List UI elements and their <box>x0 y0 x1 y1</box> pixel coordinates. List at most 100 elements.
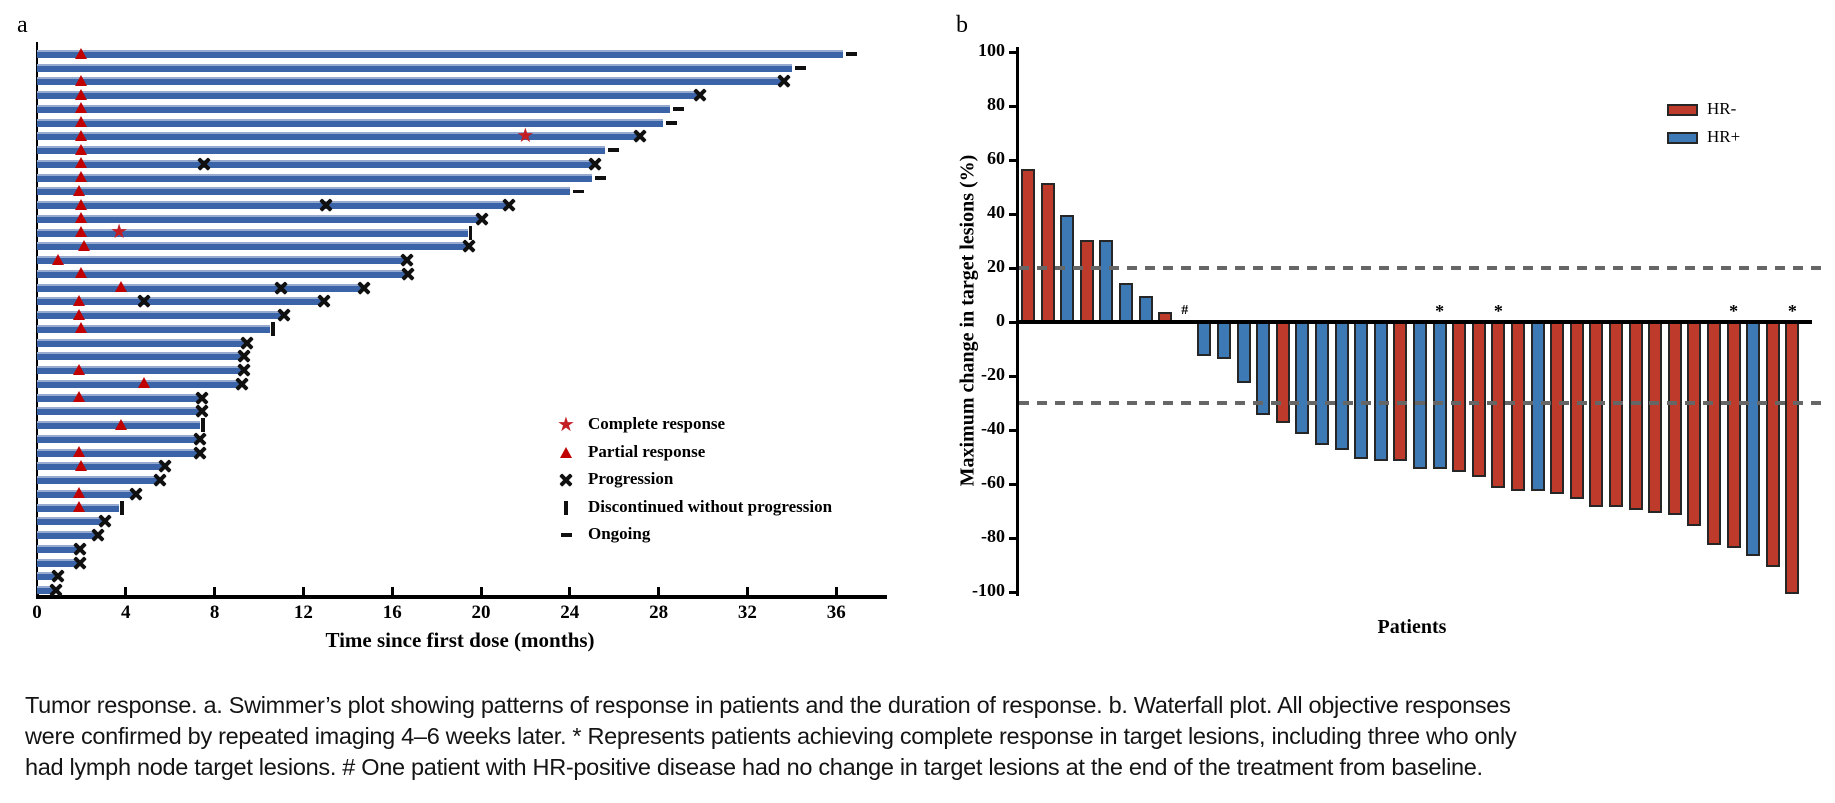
progression-x-icon <box>462 239 476 253</box>
waterfall-y-tick <box>1009 482 1017 486</box>
progression-x-icon <box>51 569 65 583</box>
progression-x-icon <box>277 308 291 322</box>
swimmer-x-tick <box>213 587 217 596</box>
waterfall-bar <box>1687 320 1702 526</box>
waterfall-reference-line <box>1019 401 1822 405</box>
progression-x-icon <box>197 157 211 171</box>
partial-response-triangle-icon <box>75 198 88 210</box>
partial-response-triangle-icon <box>75 226 88 238</box>
partial-response-triangle-icon <box>115 281 128 293</box>
waterfall-y-tick <box>1009 320 1017 324</box>
ongoing-dash-icon <box>561 533 572 537</box>
partial-response-triangle-icon <box>73 363 86 375</box>
waterfall-bar <box>1589 320 1604 508</box>
swimmer-bar <box>37 572 57 581</box>
waterfall-bar <box>1746 320 1761 556</box>
partial-response-triangle-icon <box>75 74 88 86</box>
waterfall-y-tick-label: -80 <box>981 526 1005 546</box>
swimmer-plot: Time since first dose (months) 0 4 8 12 16 20… <box>0 0 920 680</box>
swimmer-x-tick-label: 8 <box>209 602 220 623</box>
partial-response-triangle-icon <box>75 47 88 59</box>
ongoing-dash-icon <box>794 65 806 70</box>
swimmer-bar <box>37 118 664 127</box>
swimmer-bar <box>37 146 606 155</box>
waterfall-zero-line <box>1019 320 1812 324</box>
swimmer-bar <box>37 544 80 553</box>
waterfall-bar <box>1452 320 1467 472</box>
swimmer-bar <box>37 132 639 141</box>
progression-x-icon <box>400 253 414 267</box>
swimmer-bar <box>37 159 595 168</box>
waterfall-legend-swatch <box>1667 104 1698 116</box>
waterfall-bar <box>1236 320 1251 383</box>
partial-response-triangle-icon <box>73 446 86 458</box>
progression-x-icon <box>633 129 647 143</box>
swimmer-x-tick-label: 0 <box>32 602 42 623</box>
ongoing-dash-icon <box>666 120 678 125</box>
waterfall-bar <box>1099 239 1114 324</box>
progression-x-icon <box>193 432 207 446</box>
waterfall-bar <box>1373 320 1388 462</box>
progression-x-icon <box>693 88 707 102</box>
swimmer-bar <box>37 104 670 113</box>
waterfall-legend-label: HR+ <box>1707 127 1741 146</box>
swimmer-x-tick <box>745 587 749 596</box>
swimmer-bar <box>37 366 244 375</box>
complete-response-asterisk-annotation: * <box>1493 301 1503 321</box>
waterfall-legend-swatch <box>1667 132 1698 144</box>
waterfall-y-axis <box>1016 47 1020 596</box>
waterfall-bar <box>1197 320 1212 356</box>
progression-x-icon <box>357 281 371 295</box>
progression-x-icon <box>237 349 251 363</box>
panel-b-label: b <box>956 12 968 38</box>
progression-x-icon <box>137 294 151 308</box>
partial-response-triangle-icon <box>75 129 88 141</box>
partial-response-triangle-icon <box>75 143 88 155</box>
waterfall-y-tick <box>1009 104 1017 108</box>
progression-x-icon <box>158 459 172 473</box>
waterfall-y-tick <box>1009 428 1017 432</box>
ongoing-dash-icon <box>595 175 606 180</box>
progression-x-icon <box>274 281 288 295</box>
progression-x-icon <box>237 363 251 377</box>
swimmer-bar <box>37 407 202 416</box>
partial-response-triangle-icon <box>75 171 88 183</box>
swimmer-x-tick <box>390 587 394 596</box>
complete-response-star-icon: ★ <box>110 219 129 244</box>
waterfall-bar <box>1354 320 1369 459</box>
waterfall-y-tick-label: -60 <box>981 472 1005 492</box>
swimmer-x-tick <box>834 587 838 596</box>
partial-response-triangle-icon <box>560 446 572 458</box>
swimmer-legend-label: Progression <box>588 469 674 488</box>
swimmer-x-tick-label: 36 <box>826 602 846 623</box>
waterfall-bar <box>1040 182 1055 324</box>
waterfall-bar <box>1119 282 1133 324</box>
swimmer-x-tick <box>124 587 128 596</box>
progression-x-icon <box>588 157 602 171</box>
swimmer-bar <box>37 269 407 278</box>
partial-response-triangle-icon <box>73 501 86 513</box>
progression-x-icon <box>319 198 333 212</box>
figure-caption: Tumor response. a. Swimmer’s plot showin… <box>25 692 1517 780</box>
waterfall-y-tick-label: 100 <box>978 40 1005 60</box>
progression-x-icon <box>49 583 63 597</box>
waterfall-y-tick <box>1009 590 1017 594</box>
swimmer-x-tick <box>301 587 305 596</box>
swimmer-bar <box>37 476 160 485</box>
swimmer-bar <box>37 63 792 72</box>
swimmer-bar <box>37 187 570 196</box>
waterfall-bar <box>1511 320 1525 491</box>
discontinued-tick-icon <box>468 225 473 240</box>
partial-response-triangle-icon <box>52 253 65 265</box>
progression-x-icon <box>195 404 209 418</box>
swimmer-bar <box>37 77 783 86</box>
swimmer-bar <box>37 311 284 320</box>
swimmer-x-tick-label: 4 <box>121 602 131 623</box>
discontinued-tick-icon <box>564 501 568 515</box>
partial-response-triangle-icon <box>73 487 86 499</box>
waterfall-bar <box>1393 320 1408 462</box>
swimmer-bar <box>37 256 406 265</box>
swimmer-x-tick-label: 20 <box>471 602 491 623</box>
partial-response-triangle-icon <box>115 418 128 430</box>
waterfall-y-tick-label: 40 <box>987 202 1005 222</box>
